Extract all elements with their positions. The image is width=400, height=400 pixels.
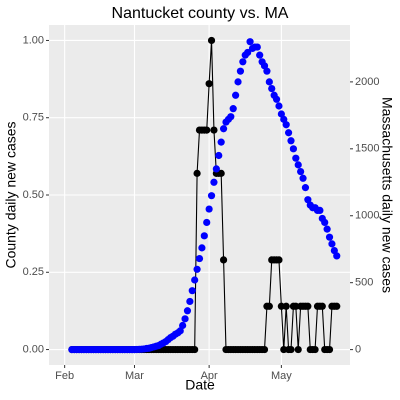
x-tick-label: Apr — [201, 370, 218, 382]
data-point — [287, 137, 295, 145]
data-point — [328, 240, 336, 248]
data-point — [275, 256, 283, 264]
data-point — [198, 244, 206, 252]
data-point — [321, 218, 329, 227]
data-point — [234, 78, 242, 86]
data-point — [323, 225, 331, 233]
y-tick-label: 1.00 — [23, 34, 44, 46]
data-point — [244, 48, 252, 57]
data-point — [191, 345, 199, 354]
data-point — [179, 321, 187, 330]
data-point — [227, 113, 235, 121]
x-tick-label: Feb — [55, 370, 74, 382]
y-tick-label: 0.75 — [23, 112, 44, 124]
data-point — [333, 302, 341, 310]
data-point — [282, 121, 290, 129]
data-point — [299, 174, 307, 182]
data-point — [275, 102, 283, 110]
data-point — [260, 62, 269, 70]
y2-tick-label: 1000 — [355, 210, 379, 222]
data-point — [280, 115, 288, 123]
data-point — [181, 315, 189, 323]
data-point — [297, 167, 305, 176]
data-point — [268, 84, 276, 93]
data-point — [176, 327, 184, 335]
data-point — [325, 345, 334, 354]
data-point — [289, 145, 298, 153]
data-point — [316, 206, 324, 214]
data-point — [195, 254, 204, 263]
data-point — [325, 233, 334, 241]
data-point — [330, 246, 338, 255]
y2-tick-label: 1500 — [355, 143, 379, 155]
data-point — [284, 129, 293, 137]
data-point — [294, 345, 302, 354]
data-point — [188, 287, 196, 295]
data-point — [263, 67, 271, 75]
data-point — [232, 91, 240, 99]
data-point — [236, 67, 245, 75]
y2-axis-title: Massachusetts daily new cases — [379, 97, 395, 293]
x-tick-label: Mar — [125, 370, 144, 382]
data-point — [277, 110, 285, 118]
data-point — [186, 297, 194, 306]
data-point — [246, 38, 254, 46]
data-point — [193, 265, 201, 273]
data-point — [193, 169, 201, 177]
data-point — [215, 151, 223, 160]
x-tick-label: May — [271, 370, 292, 382]
data-point — [256, 51, 264, 59]
data-point — [318, 302, 326, 310]
data-point — [207, 36, 216, 45]
data-point — [253, 43, 261, 51]
y2-tick-label: 500 — [355, 277, 373, 289]
data-point — [333, 252, 341, 260]
y-tick-label: 0.00 — [23, 343, 44, 355]
data-point — [265, 302, 273, 310]
y2-tick-label: 0 — [355, 344, 361, 356]
data-point — [205, 80, 213, 88]
data-point — [272, 95, 281, 103]
data-point — [217, 138, 225, 146]
data-point — [287, 345, 295, 354]
data-point — [294, 161, 302, 169]
data-point — [304, 196, 312, 204]
data-point — [210, 126, 218, 134]
data-point — [282, 302, 290, 310]
data-point — [304, 302, 312, 310]
y-axis-title: County daily new cases — [3, 121, 19, 268]
data-point — [191, 276, 199, 284]
chart-title: Nantucket county vs. MA — [112, 5, 289, 22]
data-point — [219, 256, 228, 264]
data-point — [229, 105, 237, 113]
data-point — [265, 78, 273, 86]
data-point — [260, 345, 269, 354]
data-point — [200, 232, 208, 240]
data-point — [219, 125, 228, 133]
data-point — [292, 154, 300, 162]
data-point — [210, 178, 218, 186]
data-point — [301, 184, 310, 192]
data-point — [311, 345, 319, 354]
y-tick-label: 0.25 — [23, 266, 44, 278]
data-point — [212, 165, 220, 173]
data-point — [239, 58, 247, 66]
y-tick-label: 0.50 — [23, 189, 44, 201]
data-point — [203, 126, 211, 134]
data-point — [207, 192, 216, 200]
data-point — [203, 218, 211, 227]
x-axis-title: Date — [185, 377, 215, 393]
y2-tick-label: 2000 — [355, 76, 379, 88]
data-point — [205, 205, 213, 213]
data-point — [217, 169, 225, 177]
data-point — [183, 307, 192, 315]
